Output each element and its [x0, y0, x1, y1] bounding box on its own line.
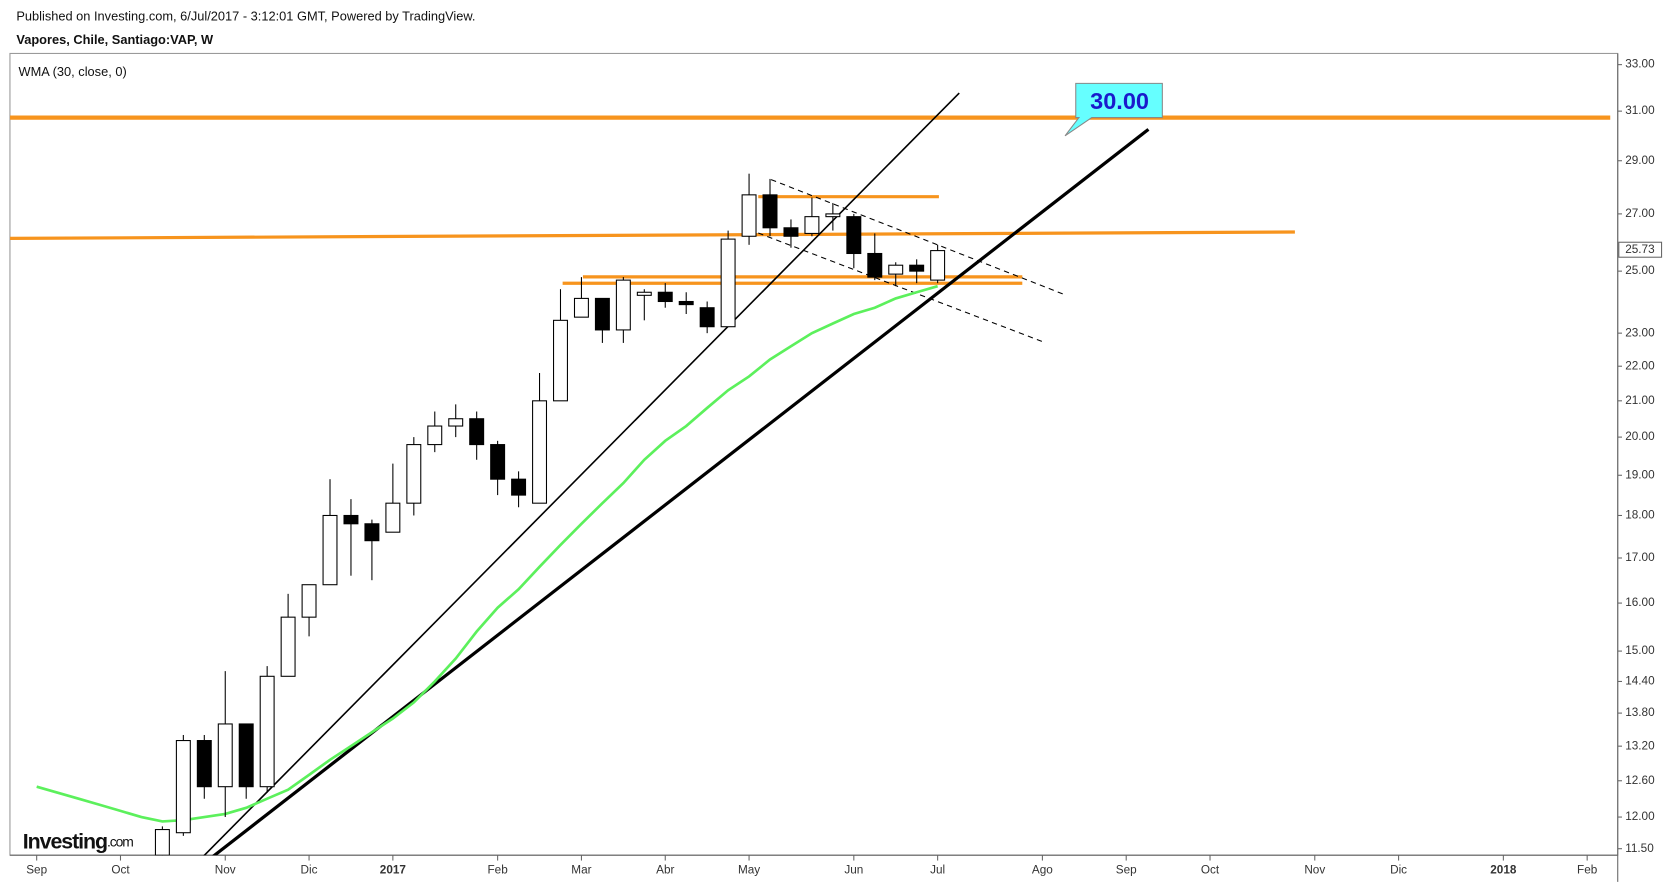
- candle-body: [783, 227, 799, 237]
- x-tick-label: Sep: [1116, 863, 1137, 876]
- level-line: [9, 230, 1295, 240]
- candle-body: [364, 523, 380, 542]
- y-tick-label: 19.00: [1625, 468, 1655, 481]
- published-note: Published on Investing.com, 6/Jul/2017 -…: [16, 8, 475, 23]
- y-tick-label: 23.00: [1625, 326, 1655, 339]
- legend-entry: WMA (30, close, 0): [19, 64, 127, 79]
- x-tick-label: Oct: [1201, 863, 1220, 876]
- candle-body: [678, 300, 694, 306]
- candle-body: [301, 584, 317, 618]
- wma-line: [36, 284, 939, 823]
- last-price-box: [1618, 241, 1663, 258]
- y-tick-label: 17.00: [1625, 551, 1655, 564]
- candle-body: [427, 425, 443, 446]
- last-price-label: 25.73: [1625, 243, 1655, 256]
- logo: Investing.com: [23, 829, 134, 853]
- candle-body: [175, 740, 191, 834]
- plot: [9, 92, 1611, 856]
- candle-body: [217, 723, 233, 788]
- candle-body: [573, 297, 589, 318]
- candle-body: [385, 502, 401, 533]
- y-tick-label: 14.40: [1625, 675, 1655, 688]
- candle-body: [657, 291, 673, 303]
- trend-line: [211, 128, 1150, 856]
- y-tick-label: 13.20: [1625, 739, 1655, 752]
- candle-body: [741, 194, 757, 237]
- candle-body: [699, 307, 715, 328]
- logo-suffix: .com: [107, 833, 133, 849]
- x-tick-label: Jul: [930, 863, 945, 876]
- y-tick-label: 16.00: [1625, 596, 1655, 609]
- x-tick-label: Oct: [111, 863, 130, 876]
- candle-body: [343, 514, 359, 525]
- callout-box: [1064, 82, 1163, 137]
- y-tick-label: 25.00: [1625, 264, 1655, 277]
- y-tick-label: 33.00: [1625, 58, 1655, 71]
- y-tick-label: 31.00: [1625, 104, 1655, 117]
- candle-body: [825, 213, 841, 218]
- candle-body: [867, 252, 883, 278]
- candle-body: [888, 264, 904, 275]
- x-tick-label: Mar: [571, 863, 591, 876]
- x-tick-label: May: [738, 863, 760, 876]
- x-tick-label: Sep: [26, 863, 47, 876]
- logo-main: Investing: [23, 829, 107, 853]
- x-tick-label: Dic: [301, 863, 318, 876]
- channel-line: [770, 179, 1064, 295]
- x-tick-label: 2018: [1490, 863, 1517, 876]
- candle-body: [553, 319, 568, 402]
- symbol-title: Vapores, Chile, Santiago:VAP, W: [16, 32, 214, 47]
- candle-body: [930, 250, 946, 281]
- candle-body: [804, 216, 820, 234]
- y-tick-label: 29.00: [1625, 154, 1655, 167]
- y-tick-label: 11.50: [1625, 842, 1654, 855]
- candle-body: [532, 400, 548, 504]
- candle-body: [259, 675, 275, 788]
- y-tick-label: 12.60: [1625, 774, 1655, 787]
- y-tick-label: 21.00: [1625, 394, 1655, 407]
- x-tick-label: Jun: [844, 863, 863, 876]
- y-tick-label: 15.00: [1625, 644, 1655, 657]
- x-tick-label: Nov: [215, 863, 236, 876]
- candle-body: [511, 478, 527, 496]
- x-tick-label: 2017: [380, 863, 407, 876]
- candle-body: [196, 740, 212, 788]
- y-tick-label: 12.00: [1625, 810, 1655, 823]
- candle-body: [594, 297, 610, 331]
- candle-body: [490, 444, 506, 480]
- candle-body: [238, 723, 254, 788]
- y-tick-label: 18.00: [1625, 509, 1655, 522]
- x-tick-label: Ago: [1032, 863, 1053, 876]
- y-tick-label: 13.80: [1625, 706, 1655, 719]
- candle-body: [154, 829, 170, 856]
- y-tick-label: 20.00: [1625, 430, 1655, 443]
- candle-body: [636, 291, 652, 296]
- x-tick-label: Abr: [656, 863, 674, 876]
- candle-body: [909, 264, 925, 272]
- candle-body: [762, 194, 778, 229]
- candle-body: [615, 279, 631, 331]
- y-tick-label: 22.00: [1625, 359, 1655, 372]
- y-tick-label: 27.00: [1625, 207, 1655, 220]
- candle-body: [280, 616, 296, 677]
- candle-body: [720, 238, 736, 328]
- candle-body: [846, 216, 862, 255]
- candle-body: [469, 418, 485, 446]
- x-tick-label: Nov: [1304, 863, 1325, 876]
- candle-body: [406, 444, 422, 504]
- channel-line: [758, 232, 1044, 343]
- candle-body: [322, 514, 338, 586]
- callout-text: 30.00: [1090, 88, 1149, 114]
- candle-body: [448, 418, 464, 427]
- x-tick-label: Feb: [488, 863, 509, 876]
- x-tick-label: Feb: [1577, 863, 1598, 876]
- x-tick-label: Dic: [1390, 863, 1407, 876]
